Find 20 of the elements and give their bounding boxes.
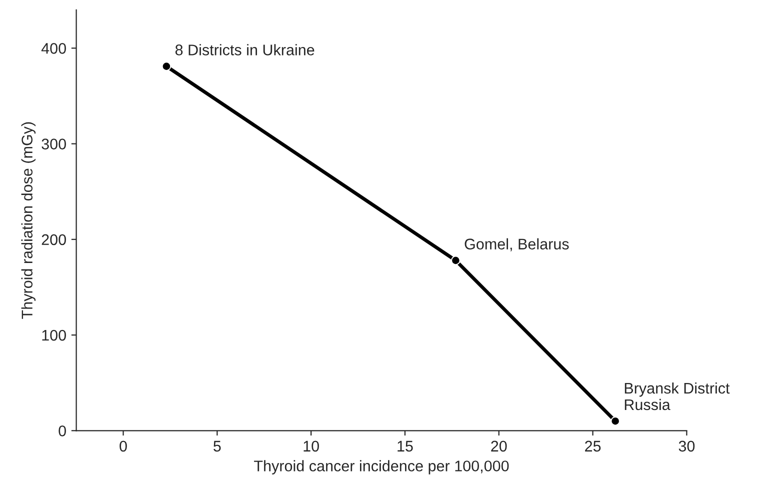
annotation: Bryansk District Russia — [624, 382, 730, 410]
point — [162, 62, 172, 72]
y-tick-label: 300 — [42, 138, 66, 150]
x-axis-title: Thyroid cancer incidence per 100,000 — [254, 460, 509, 474]
x-tick-label: 25 — [585, 440, 601, 452]
annotation: 8 Districts in Ukraine — [175, 44, 314, 56]
point — [451, 256, 460, 266]
y-tick-label: 0 — [58, 426, 66, 436]
x-tick-label: 5 — [214, 440, 221, 452]
x-tick-label: 10 — [304, 440, 319, 452]
y-tick-label: 200 — [42, 234, 66, 246]
x-tick-label: 30 — [678, 440, 695, 452]
x-tick-label: 15 — [398, 440, 413, 452]
point — [610, 416, 620, 426]
y-axis-title: Thyroid radiation dose (mGy) — [21, 122, 36, 319]
x-tick-label: 20 — [491, 440, 507, 452]
y-tick-label: 100 — [42, 330, 66, 341]
annotation: Gomel, Belarus — [464, 238, 569, 252]
x-tick-label: 0 — [120, 440, 127, 452]
y-tick-label: 400 — [41, 43, 66, 54]
